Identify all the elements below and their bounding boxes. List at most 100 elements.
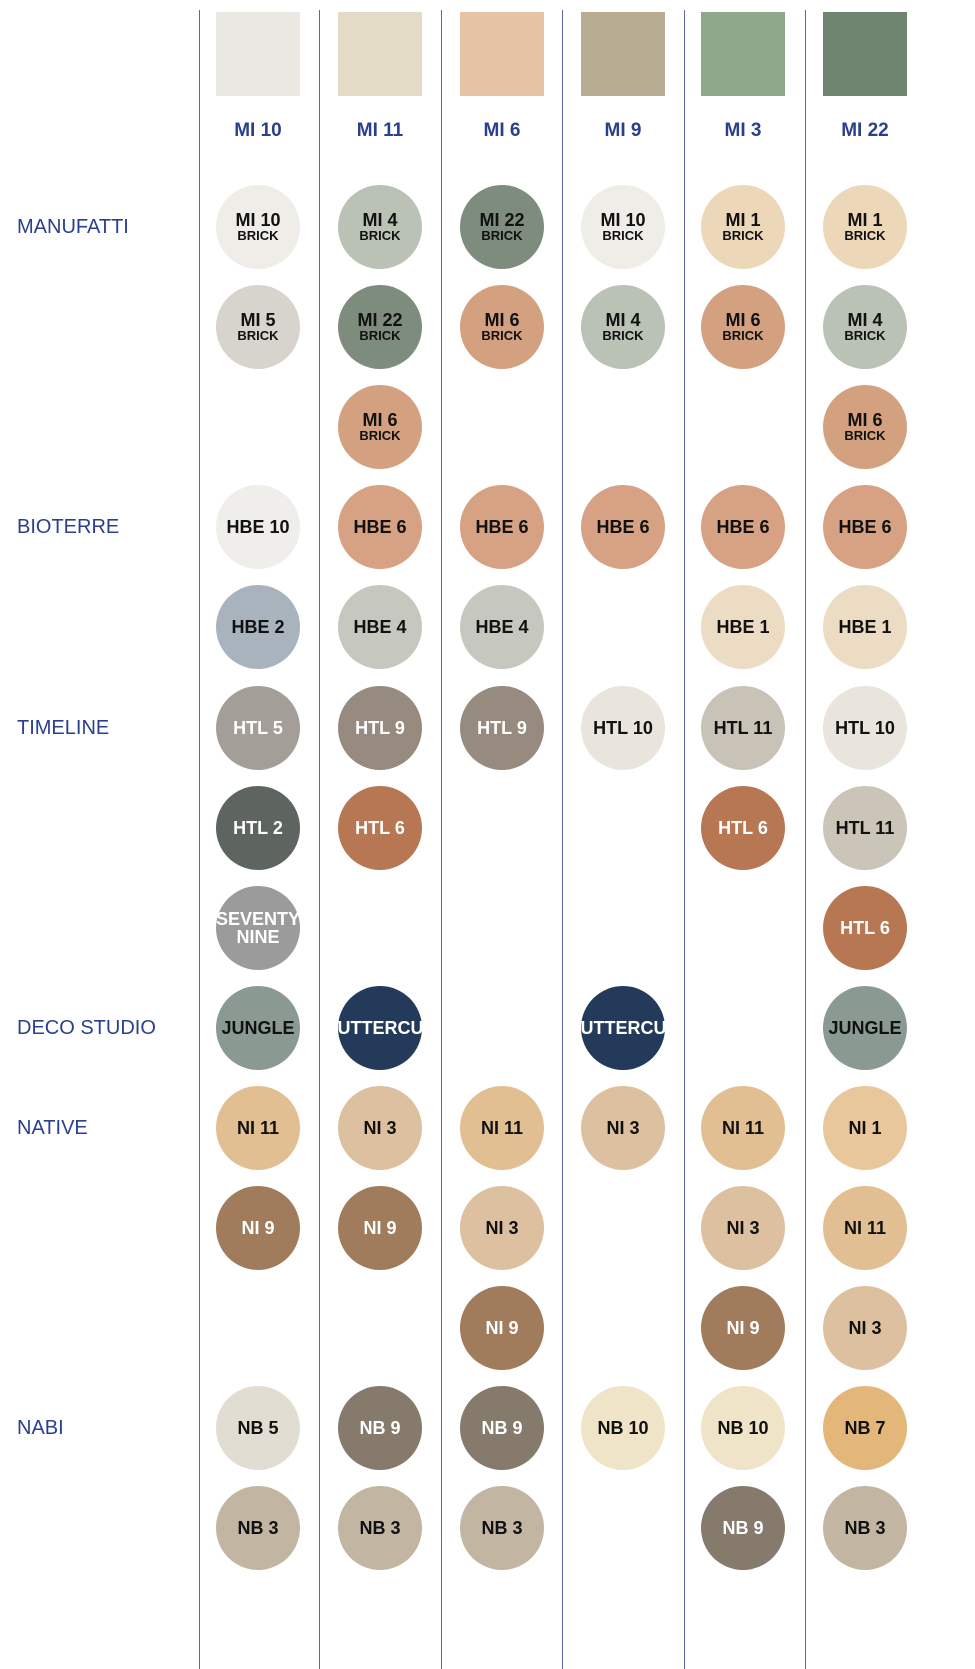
tile-circle: NI 11 — [701, 1086, 785, 1170]
tile-label: HTL 5 — [233, 719, 283, 737]
column-swatch — [216, 12, 300, 96]
group-label: MANUFATTI — [17, 215, 129, 239]
tile-label: MI 6 — [484, 311, 519, 329]
tile-sub: BRICK — [844, 229, 885, 243]
tile-label: NI 3 — [363, 1119, 396, 1137]
column-label: MI 10 — [203, 120, 313, 142]
tile-circle: HTL 2 — [216, 786, 300, 870]
tile-label: HBE 2 — [231, 618, 284, 636]
tile-label: NI 11 — [237, 1119, 279, 1137]
tile-circle: NI 11 — [216, 1086, 300, 1170]
tile-circle: HBE 6 — [581, 485, 665, 569]
tile-label: MI 4 — [605, 311, 640, 329]
tile-label: MI 6 — [725, 311, 760, 329]
tile-circle: NI 11 — [460, 1086, 544, 1170]
tile-label: NB 3 — [481, 1519, 522, 1537]
tile-label: HTL 11 — [836, 819, 895, 837]
group-label: NATIVE — [17, 1116, 88, 1140]
tile-circle: NB 10 — [701, 1386, 785, 1470]
tile-sub: BRICK — [602, 229, 643, 243]
tile-label: HBE 4 — [353, 618, 406, 636]
tile-label: HBE 6 — [475, 518, 528, 536]
tile-sub: BRICK — [359, 229, 400, 243]
column-divider — [319, 10, 320, 1669]
tile-label: HBE 4 — [475, 618, 528, 636]
tile-label: NI 3 — [848, 1319, 881, 1337]
group-label: TIMELINE — [17, 716, 109, 740]
tile-circle: NB 3 — [338, 1486, 422, 1570]
tile-label: NI 3 — [726, 1219, 759, 1237]
tile-label: NI 9 — [241, 1219, 274, 1237]
tile-sub: BRICK — [722, 329, 763, 343]
tile-label: MI 10 — [600, 211, 645, 229]
tile-circle: NI 1 — [823, 1086, 907, 1170]
column-swatch — [581, 12, 665, 96]
tile-circle: NI 3 — [460, 1186, 544, 1270]
tile-label: HTL 10 — [835, 719, 895, 737]
tile-label: HTL 11 — [714, 719, 773, 737]
tile-circle: NB 3 — [216, 1486, 300, 1570]
tile-label: NB 5 — [237, 1419, 278, 1437]
tile-circle: HBE 1 — [823, 585, 907, 669]
tile-label: NB 10 — [717, 1419, 768, 1437]
tile-label: MI 4 — [847, 311, 882, 329]
tile-label: JUNGLE — [828, 1019, 901, 1037]
tile-circle: HBE 4 — [338, 585, 422, 669]
tile-circle: HTL 10 — [823, 686, 907, 770]
tile-label: BUTTERCUP — [568, 1019, 679, 1037]
tile-label: NB 3 — [844, 1519, 885, 1537]
tile-label: MI 22 — [479, 211, 524, 229]
tile-label: MI 5 — [240, 311, 275, 329]
tile-label: JUNGLE — [221, 1019, 294, 1037]
tile-label: HBE 10 — [226, 518, 289, 536]
tile-circle: NB 10 — [581, 1386, 665, 1470]
tile-label: NB 9 — [722, 1519, 763, 1537]
tile-circle: NB 5 — [216, 1386, 300, 1470]
tile-circle: HTL 5 — [216, 686, 300, 770]
tile-label: NB 3 — [237, 1519, 278, 1537]
column-divider — [805, 10, 806, 1669]
tile-circle: HBE 6 — [823, 485, 907, 569]
tile-label: HTL 6 — [840, 919, 890, 937]
tile-circle: HTL 11 — [823, 786, 907, 870]
tile-circle: JUNGLE — [216, 986, 300, 1070]
tile-circle: HTL 6 — [823, 886, 907, 970]
group-label: DECO STUDIO — [17, 1016, 156, 1040]
tile-sub: BRICK — [481, 329, 522, 343]
tile-sub: BRICK — [359, 329, 400, 343]
tile-circle: NB 7 — [823, 1386, 907, 1470]
tile-label: NI 11 — [481, 1119, 523, 1137]
tile-label: HTL 10 — [593, 719, 653, 737]
column-divider — [199, 10, 200, 1669]
tile-circle: NI 3 — [823, 1286, 907, 1370]
tile-circle: HBE 4 — [460, 585, 544, 669]
tile-circle: HTL 9 — [460, 686, 544, 770]
tile-circle: BUTTERCUP — [338, 986, 422, 1070]
tile-circle: NB 3 — [460, 1486, 544, 1570]
tile-circle: NI 3 — [581, 1086, 665, 1170]
tile-label: NB 3 — [359, 1519, 400, 1537]
tile-circle: HBE 6 — [701, 485, 785, 569]
column-label: MI 6 — [447, 120, 557, 142]
tile-label: HBE 6 — [838, 518, 891, 536]
tile-circle: HTL 9 — [338, 686, 422, 770]
tile-circle: BUTTERCUP — [581, 986, 665, 1070]
tile-label: NI 3 — [606, 1119, 639, 1137]
group-label: BIOTERRE — [17, 515, 119, 539]
column-divider — [684, 10, 685, 1669]
tile-label: MI 10 — [235, 211, 280, 229]
tile-circle: HTL 11 — [701, 686, 785, 770]
tile-circle: HBE 1 — [701, 585, 785, 669]
tile-sub: BRICK — [844, 329, 885, 343]
tile-circle: NB 3 — [823, 1486, 907, 1570]
tile-sub: BRICK — [237, 329, 278, 343]
tile-label: NI 9 — [726, 1319, 759, 1337]
tile-label: NB 9 — [481, 1419, 522, 1437]
